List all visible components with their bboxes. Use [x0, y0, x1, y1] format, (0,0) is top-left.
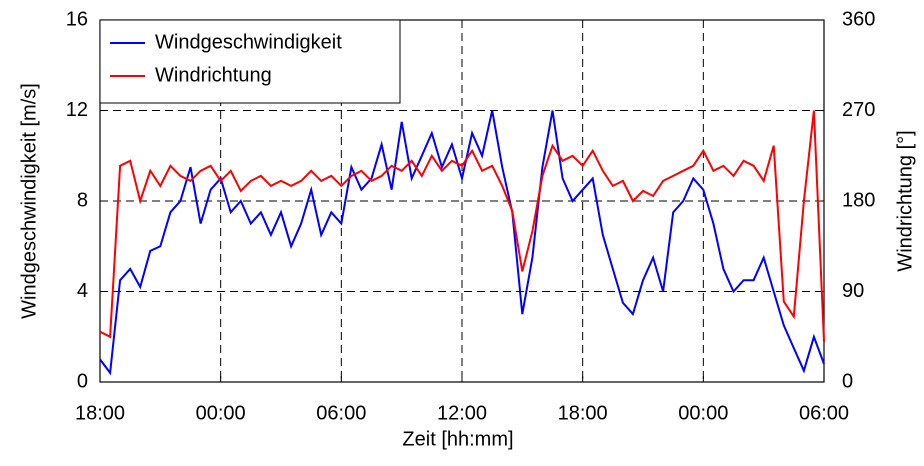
y-tick-label: 8 — [77, 189, 88, 211]
y2-tick-label: 90 — [842, 280, 864, 302]
x-axis-title: Zeit [hh:mm] — [402, 428, 513, 450]
x-tick-label: 18:00 — [558, 402, 608, 424]
x-tick-label: 00:00 — [678, 402, 728, 424]
y-axis-title: Windgeschwindigkeit [m/s] — [18, 83, 40, 319]
y2-tick-label: 360 — [842, 8, 875, 30]
x-tick-label: 06:00 — [799, 402, 849, 424]
data-line — [99, 110, 825, 342]
y-tick-label: 4 — [77, 280, 88, 302]
x-tick-label: 06:00 — [316, 402, 366, 424]
data-line — [99, 110, 825, 376]
y2-axis-title: Windrichtung [°] — [894, 130, 916, 271]
y-tick-label: 0 — [77, 370, 88, 392]
y2-tick-label: 0 — [842, 370, 853, 392]
legend-label: Windrichtung — [155, 64, 272, 86]
legend-box — [99, 19, 401, 104]
y-tick-label: 12 — [66, 99, 88, 121]
x-tick-label: 18:00 — [75, 402, 125, 424]
x-tick-label: 00:00 — [196, 402, 246, 424]
x-tick-label: 12:00 — [437, 402, 487, 424]
y-tick-label: 16 — [66, 8, 88, 30]
y2-tick-label: 270 — [842, 99, 875, 121]
y2-tick-label: 180 — [842, 189, 875, 211]
legend-label: Windgeschwindigkeit — [155, 31, 342, 53]
